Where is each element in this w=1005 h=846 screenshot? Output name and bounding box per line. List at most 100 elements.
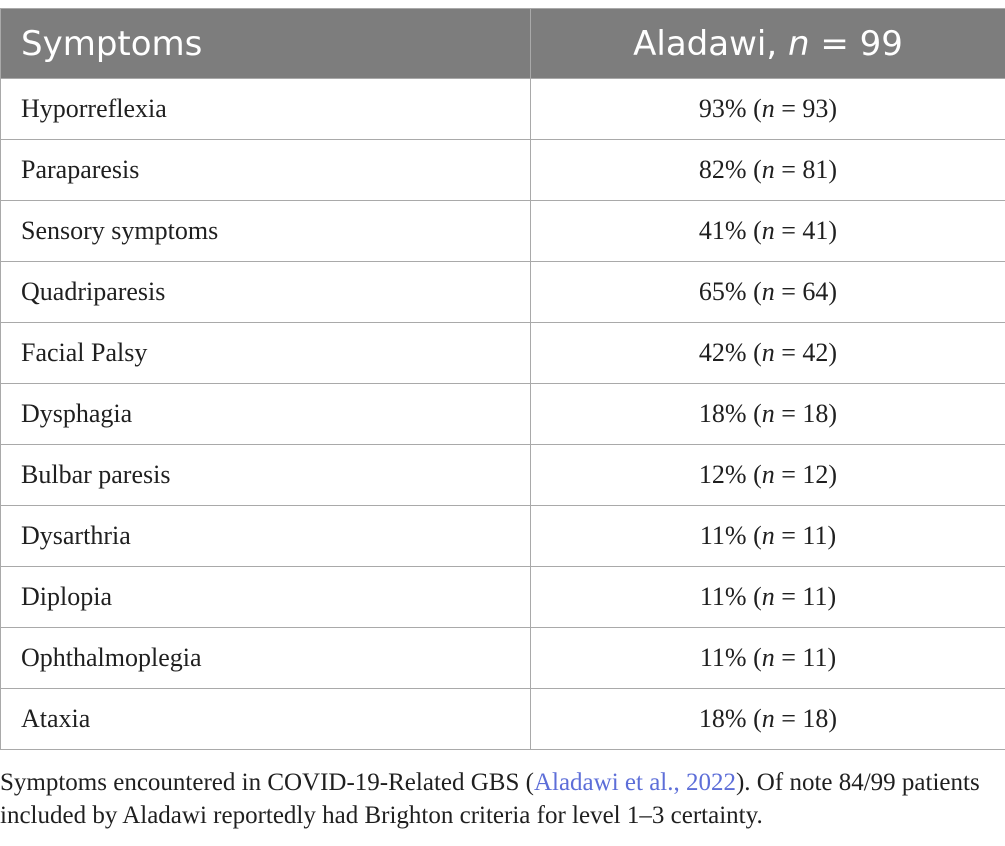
symptom-name: Paraparesis <box>21 155 140 184</box>
n-label: n <box>761 216 775 245</box>
percent-value: 41% <box>698 216 747 245</box>
symptom-cell: Diplopia <box>0 566 531 628</box>
table-row: Bulbar paresis 12% (n = 12) <box>0 444 1005 506</box>
n-label: n <box>761 460 775 489</box>
percent-value: 18% <box>698 399 747 428</box>
header-study: Aladawi, n = 99 <box>530 8 1005 79</box>
count-value: 11 <box>802 643 828 672</box>
count-group: (n = 11) <box>753 582 837 611</box>
frequency-cell: 82% (n = 81) <box>530 139 1005 201</box>
n-label: n <box>761 643 775 672</box>
symptom-cell: Hyporreflexia <box>0 78 531 140</box>
symptom-name: Hyporreflexia <box>21 94 167 123</box>
symptom-name: Facial Palsy <box>21 338 148 367</box>
count-group: (n = 11) <box>753 521 837 550</box>
table-row: Ophthalmoplegia 11% (n = 11) <box>0 627 1005 689</box>
table-row: Hyporreflexia 93% (n = 93) <box>0 78 1005 140</box>
count-value: 12 <box>802 460 829 489</box>
header-symptoms: Symptoms <box>0 8 531 79</box>
table-row: Ataxia 18% (n = 18) <box>0 688 1005 750</box>
table-row: Dysarthria 11% (n = 11) <box>0 505 1005 567</box>
n-label: n <box>761 155 775 184</box>
symptom-cell: Quadriparesis <box>0 261 531 323</box>
frequency-cell: 18% (n = 18) <box>530 383 1005 445</box>
count-group: (n = 18) <box>753 399 838 428</box>
symptom-name: Ophthalmoplegia <box>21 643 202 672</box>
count-group: (n = 64) <box>753 277 838 306</box>
symptom-cell: Sensory symptoms <box>0 200 531 262</box>
n-label: n <box>761 521 775 550</box>
header-n-label: n <box>787 23 810 64</box>
frequency-cell: 11% (n = 11) <box>530 566 1005 628</box>
header-n-value: = 99 <box>820 23 903 64</box>
count-value: 11 <box>802 521 828 550</box>
count-group: (n = 41) <box>753 216 838 245</box>
frequency-cell: 18% (n = 18) <box>530 688 1005 750</box>
percent-value: 42% <box>698 338 747 367</box>
count-value: 64 <box>802 277 829 306</box>
count-group: (n = 11) <box>753 643 837 672</box>
caption-text-end: ). Of note 84/99 patients included by Al… <box>0 769 980 829</box>
count-value: 42 <box>802 338 829 367</box>
count-value: 41 <box>802 216 829 245</box>
symptom-name: Sensory symptoms <box>21 216 219 245</box>
symptom-cell: Dysarthria <box>0 505 531 567</box>
percent-value: 82% <box>698 155 747 184</box>
table-row: Dysphagia 18% (n = 18) <box>0 383 1005 445</box>
percent-value: 11% <box>699 643 747 672</box>
n-label: n <box>761 94 775 123</box>
count-value: 93 <box>802 94 829 123</box>
frequency-cell: 11% (n = 11) <box>530 505 1005 567</box>
n-label: n <box>761 582 775 611</box>
frequency-cell: 93% (n = 93) <box>530 78 1005 140</box>
table-row: Diplopia 11% (n = 11) <box>0 566 1005 628</box>
citation-link[interactable]: Aladawi et al., 2022 <box>533 769 736 796</box>
percent-value: 93% <box>698 94 747 123</box>
symptom-cell: Paraparesis <box>0 139 531 201</box>
frequency-cell: 12% (n = 12) <box>530 444 1005 506</box>
count-value: 81 <box>802 155 829 184</box>
table-row: Quadriparesis 65% (n = 64) <box>0 261 1005 323</box>
n-label: n <box>761 704 775 733</box>
count-group: (n = 42) <box>753 338 838 367</box>
symptom-cell: Ataxia <box>0 688 531 750</box>
count-value: 11 <box>802 582 828 611</box>
caption-text-start: Symptoms encountered in COVID-19-Related… <box>0 769 534 796</box>
table-row: Facial Palsy 42% (n = 42) <box>0 322 1005 384</box>
percent-value: 12% <box>698 460 747 489</box>
percent-value: 18% <box>698 704 747 733</box>
symptom-cell: Bulbar paresis <box>0 444 531 506</box>
percent-value: 11% <box>699 521 747 550</box>
symptom-name: Quadriparesis <box>21 277 166 306</box>
percent-value: 65% <box>698 277 747 306</box>
count-group: (n = 81) <box>753 155 838 184</box>
count-group: (n = 93) <box>753 94 838 123</box>
n-label: n <box>761 277 775 306</box>
count-value: 18 <box>802 399 829 428</box>
frequency-cell: 65% (n = 64) <box>530 261 1005 323</box>
symptom-cell: Ophthalmoplegia <box>0 627 531 689</box>
header-study-name: Aladawi, <box>633 23 778 64</box>
percent-value: 11% <box>699 582 747 611</box>
table-body: Hyporreflexia 93% (n = 93) Paraparesis 8… <box>0 78 1005 750</box>
table-header-row: Symptoms Aladawi, n = 99 <box>0 8 1005 79</box>
count-group: (n = 12) <box>753 460 838 489</box>
frequency-cell: 41% (n = 41) <box>530 200 1005 262</box>
symptoms-table: Symptoms Aladawi, n = 99 Hyporreflexia 9… <box>0 8 1005 750</box>
symptom-cell: Facial Palsy <box>0 322 531 384</box>
table-caption: Symptoms encountered in COVID-19-Related… <box>0 766 1000 832</box>
symptom-name: Ataxia <box>21 704 91 733</box>
table-row: Paraparesis 82% (n = 81) <box>0 139 1005 201</box>
count-value: 18 <box>802 704 829 733</box>
symptom-name: Dysarthria <box>21 521 131 550</box>
frequency-cell: 11% (n = 11) <box>530 627 1005 689</box>
count-group: (n = 18) <box>753 704 838 733</box>
n-label: n <box>761 338 775 367</box>
n-label: n <box>761 399 775 428</box>
symptom-name: Bulbar paresis <box>21 460 171 489</box>
symptom-name: Diplopia <box>21 582 112 611</box>
table-row: Sensory symptoms 41% (n = 41) <box>0 200 1005 262</box>
symptom-cell: Dysphagia <box>0 383 531 445</box>
frequency-cell: 42% (n = 42) <box>530 322 1005 384</box>
symptom-name: Dysphagia <box>21 399 133 428</box>
